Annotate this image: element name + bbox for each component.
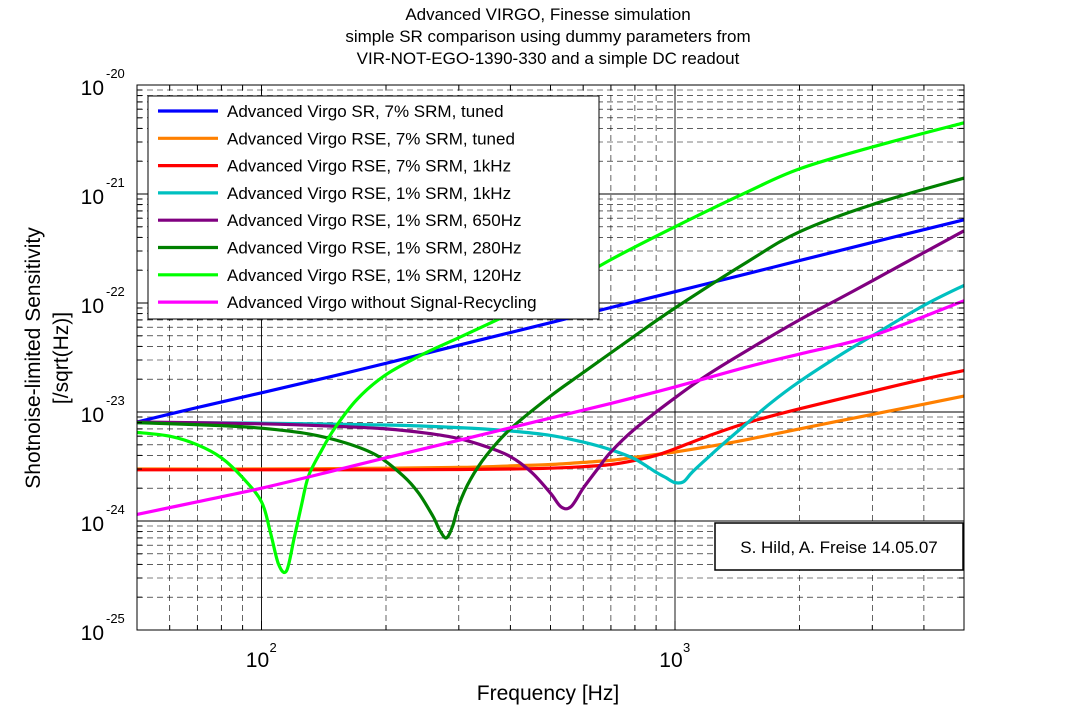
series-line-6: [136, 176, 965, 540]
series-lines: [136, 121, 965, 575]
tick-marks: [136, 84, 965, 631]
y-tick-exponent: -25: [106, 611, 125, 626]
title-line-2: simple SR comparison using dummy paramet…: [345, 27, 750, 46]
x-tick-exponent: 3: [683, 640, 690, 655]
legend-label: Advanced Virgo RSE, 1% SRM, 1kHz: [227, 184, 511, 203]
legend-label: Advanced Virgo SR, 7% SRM, tuned: [227, 102, 504, 121]
title-line-1: Advanced VIRGO, Finesse simulation: [405, 5, 690, 24]
title-line-3: VIR-NOT-EGO-1390-330 and a simple DC rea…: [357, 49, 740, 68]
legend-entry: Advanced Virgo SR, 7% SRM, tuned: [158, 102, 504, 121]
series-line-8: [136, 299, 965, 516]
y-tick-label: 10: [81, 513, 104, 536]
legend-entry: Advanced Virgo RSE, 7% SRM, tuned: [158, 129, 515, 148]
legend-label: Advanced Virgo RSE, 1% SRM, 120Hz: [227, 266, 522, 285]
y-tick-label: 10: [81, 622, 104, 645]
series-line-4: [136, 283, 965, 485]
legend-entry: Advanced Virgo RSE, 1% SRM, 1kHz: [158, 184, 511, 203]
legend-label: Advanced Virgo RSE, 1% SRM, 280Hz: [227, 239, 522, 258]
x-tick-label: 10: [659, 649, 682, 672]
legend-label: Advanced Virgo RSE, 1% SRM, 650Hz: [227, 211, 522, 230]
y-tick-exponent: -21: [106, 175, 125, 190]
series-line-7: [136, 121, 965, 575]
annotation-text: S. Hild, A. Freise 14.05.07: [740, 538, 938, 557]
x-tick-exponent: 2: [269, 640, 276, 655]
y-tick-label: 10: [81, 404, 104, 427]
y-tick-exponent: -24: [106, 502, 125, 517]
y-tick-label: 10: [81, 77, 104, 100]
legend-entry: Advanced Virgo RSE, 1% SRM, 650Hz: [158, 211, 522, 230]
legend-box: [147, 95, 600, 320]
x-axis-label: Frequency [Hz]: [477, 682, 619, 705]
y-tick-label: 10: [81, 186, 104, 209]
chart-title: Advanced VIRGO, Finesse simulation simpl…: [345, 5, 750, 68]
legend: Advanced Virgo SR, 7% SRM, tuned Advanced…: [147, 95, 600, 320]
y-tick-label: 10: [81, 295, 104, 318]
author-annotation: S. Hild, A. Freise 14.05.07: [714, 522, 964, 571]
legend-entry: Advanced Virgo RSE, 1% SRM, 120Hz: [158, 266, 522, 285]
series-line-3: [137, 369, 965, 472]
legend-label: Advanced Virgo RSE, 7% SRM, tuned: [227, 129, 515, 148]
legend-label: Advanced Virgo without Signal-Recycling: [227, 293, 537, 312]
legend-entry: Advanced Virgo RSE, 7% SRM, 1kHz: [158, 157, 511, 176]
series-line-5: [136, 229, 965, 511]
x-tick-label: 10: [246, 649, 269, 672]
legend-entry: Advanced Virgo RSE, 1% SRM, 280Hz: [158, 239, 522, 258]
legend-label: Advanced Virgo RSE, 7% SRM, 1kHz: [227, 157, 511, 176]
y-axis-label-line-2: [/sqrt(Hz)]: [50, 312, 73, 404]
series-line-1: [136, 218, 965, 424]
y-tick-exponent: -22: [106, 284, 125, 299]
y-tick-exponent: -23: [106, 393, 125, 408]
y-axis-label: Shotnoise-limited Sensitivity [/sqrt(Hz)…: [22, 227, 73, 489]
legend-entry: Advanced Virgo without Signal-Recycling: [158, 293, 537, 312]
legend-entries: Advanced Virgo SR, 7% SRM, tuned Advanced…: [158, 102, 537, 312]
annotation-box: [714, 522, 964, 571]
y-axis-label-line-1: Shotnoise-limited Sensitivity: [22, 227, 45, 489]
y-tick-exponent: -20: [106, 66, 125, 81]
